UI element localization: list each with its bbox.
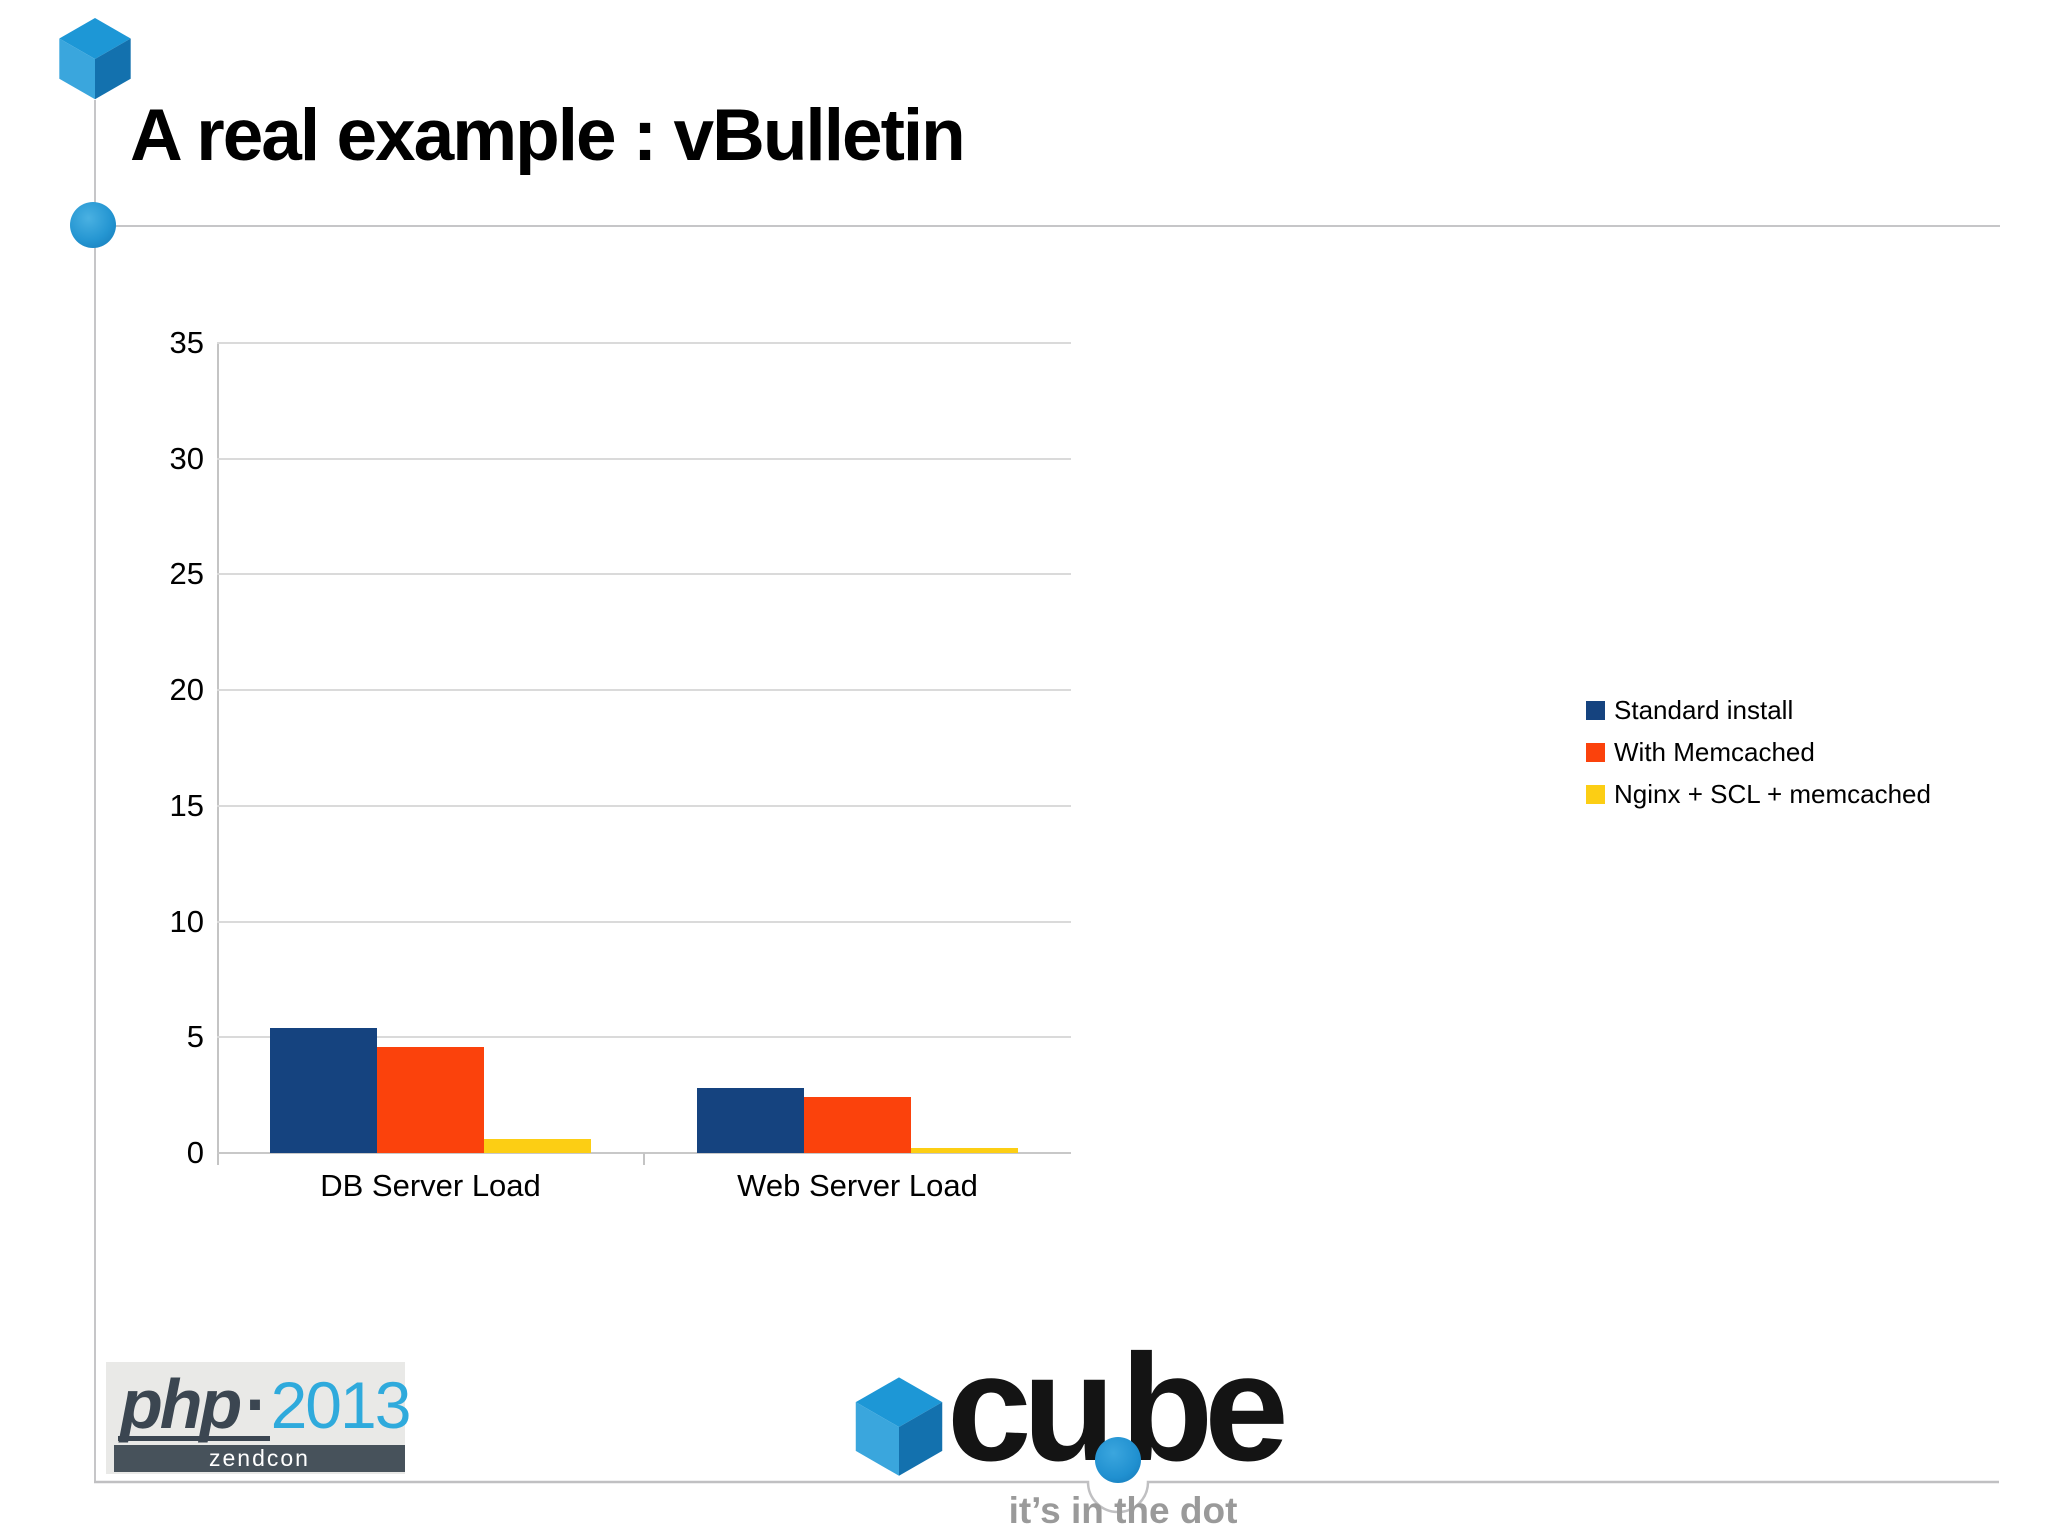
legend-item: Standard install bbox=[1586, 695, 1931, 726]
zendcon-bar: zendcon bbox=[114, 1445, 405, 1472]
cube-logo-blue-dot bbox=[1095, 1437, 1141, 1483]
gridline-30 bbox=[217, 457, 1071, 460]
php-logo-dot: · bbox=[245, 1365, 269, 1443]
y-axis-label-5: 5 bbox=[186, 1019, 204, 1055]
zendcon-label: zendcon bbox=[209, 1445, 310, 1471]
bottom-frame-line bbox=[94, 1480, 1999, 1514]
gridline-5 bbox=[217, 1036, 1071, 1039]
bar-web-server-load-nginx-scl-memcached bbox=[911, 1148, 1018, 1153]
gridline-35 bbox=[217, 342, 1071, 344]
category-label-2: Web Server Load bbox=[737, 1168, 978, 1203]
php-logo-underline bbox=[118, 1436, 270, 1441]
legend-label: Nginx + SCL + memcached bbox=[1614, 779, 1931, 809]
cube-logo-wordmark: cu be bbox=[947, 1323, 1289, 1493]
bar-db-server-load-standard-install bbox=[270, 1028, 377, 1153]
y-axis-label-35: 35 bbox=[169, 325, 204, 360]
php-logo-year: 2013 bbox=[270, 1368, 412, 1442]
legend-item: With Memcached bbox=[1586, 737, 1931, 768]
y-axis-labels: 0 5 10 15 20 25 30 35 bbox=[118, 325, 204, 1170]
gridline-25 bbox=[217, 573, 1071, 576]
cube-icon bbox=[59, 18, 131, 100]
gridline-20 bbox=[217, 689, 1071, 692]
bar-chart-plot-area bbox=[217, 342, 1071, 1154]
legend-swatch bbox=[1586, 785, 1605, 804]
chart-legend: Standard install With Memcached Nginx + SC… bbox=[1586, 695, 1931, 821]
bar-web-server-load-standard-install bbox=[697, 1088, 804, 1153]
cube-logo-tagline: it’s in the dot bbox=[1008, 1490, 1238, 1531]
legend-swatch bbox=[1586, 701, 1605, 720]
y-axis-label-15: 15 bbox=[169, 787, 204, 823]
bar-web-server-load-with-memcached bbox=[804, 1097, 911, 1153]
cube-logo-part2: be bbox=[1120, 1323, 1288, 1493]
gridline-10 bbox=[217, 920, 1071, 923]
y-axis-label-20: 20 bbox=[169, 672, 204, 708]
legend-swatch bbox=[1586, 743, 1605, 762]
bar-db-server-load-nginx-scl-memcached bbox=[484, 1139, 591, 1153]
y-axis-label-10: 10 bbox=[169, 903, 204, 939]
title-underline bbox=[95, 225, 2000, 227]
cube-logo-cube-icon bbox=[855, 1377, 943, 1476]
left-frame-line bbox=[94, 100, 96, 1482]
category-axis-tick bbox=[643, 1153, 645, 1165]
cube-logo-part1: cu bbox=[947, 1323, 1115, 1493]
php-logo-word: php bbox=[120, 1365, 242, 1443]
legend-label: With Memcached bbox=[1614, 737, 1815, 767]
legend-label: Standard install bbox=[1614, 695, 1794, 725]
category-label-1: DB Server Load bbox=[320, 1168, 541, 1203]
php-logo-wordmark: php · 2013 bbox=[106, 1362, 411, 1444]
slide-title: A real example : vBulletin bbox=[130, 95, 966, 176]
y-axis-label-30: 30 bbox=[169, 440, 204, 476]
legend-item: Nginx + SCL + memcached bbox=[1586, 779, 1931, 810]
frame-bullet-circle bbox=[70, 202, 116, 248]
bar-db-server-load-with-memcached bbox=[377, 1046, 484, 1153]
gridline-15 bbox=[217, 804, 1071, 807]
php-2013-zendcon-logo: php · 2013 zendcon bbox=[106, 1362, 411, 1474]
y-axis-label-25: 25 bbox=[169, 556, 204, 592]
y-axis-line bbox=[217, 343, 219, 1165]
y-axis-label-0: 0 bbox=[186, 1135, 204, 1170]
